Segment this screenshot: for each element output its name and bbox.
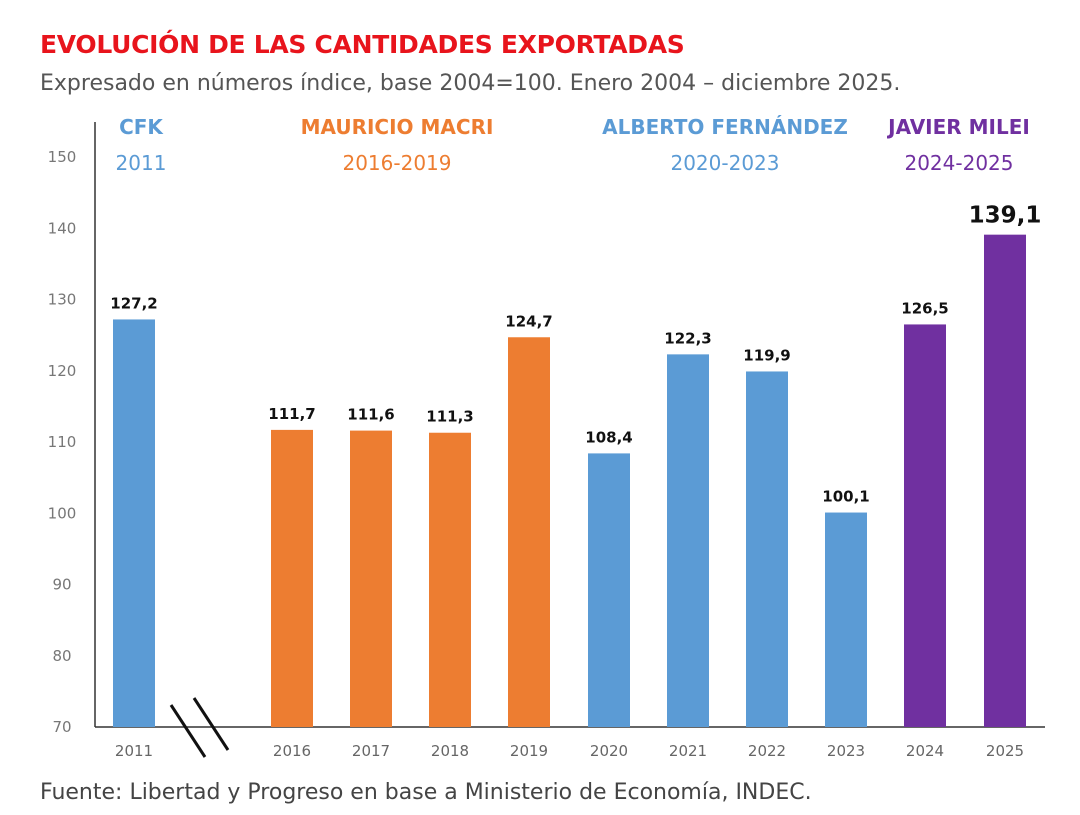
period-name: MAURICIO MACRI xyxy=(301,115,494,139)
y-tick-label: 150 xyxy=(48,148,77,166)
x-tick-label: 2018 xyxy=(431,742,469,760)
bar-2017 xyxy=(350,430,392,727)
data-label: 139,1 xyxy=(969,203,1042,229)
y-tick-label: 140 xyxy=(48,219,77,237)
period-range: 2020-2023 xyxy=(670,151,779,175)
bar-2025 xyxy=(984,234,1026,727)
data-label: 111,6 xyxy=(347,406,394,424)
x-tick-label: 2017 xyxy=(352,742,390,760)
x-tick-label: 2022 xyxy=(748,742,786,760)
data-label: 111,3 xyxy=(426,408,473,426)
axis-break-mark xyxy=(169,704,207,758)
data-label: 108,4 xyxy=(585,428,632,446)
y-tick-label: 80 xyxy=(52,647,71,665)
chart-title: EVOLUCIÓN DE LAS CANTIDADES EXPORTADAS xyxy=(40,30,685,59)
bar-2023 xyxy=(825,512,867,727)
x-tick-label: 2011 xyxy=(115,742,153,760)
x-tick-label: 2024 xyxy=(906,742,944,760)
period-range: 2016-2019 xyxy=(342,151,451,175)
y-tick-label: 120 xyxy=(48,362,77,380)
period-range: 2011 xyxy=(116,151,167,175)
data-label: 127,2 xyxy=(110,294,157,312)
chart-source: Fuente: Libertad y Progreso en base a Mi… xyxy=(40,780,812,805)
data-label: 100,1 xyxy=(822,488,869,506)
bar-2011 xyxy=(113,319,155,727)
data-label: 126,5 xyxy=(901,299,948,317)
bar-2022 xyxy=(746,371,788,727)
x-tick-label: 2019 xyxy=(510,742,548,760)
x-tick-label: 2023 xyxy=(827,742,865,760)
data-label: 111,7 xyxy=(268,405,315,423)
bar-2016 xyxy=(271,429,313,727)
y-tick-label: 130 xyxy=(48,291,77,309)
period-name: CFK xyxy=(119,115,164,139)
bar-2020 xyxy=(588,453,630,727)
axis-break-mark xyxy=(192,697,230,751)
bar-2021 xyxy=(667,354,709,727)
bar-2018 xyxy=(429,432,471,727)
chart-subtitle: Expresado en números índice, base 2004=1… xyxy=(40,71,901,96)
x-tick-label: 2016 xyxy=(273,742,311,760)
y-tick-label: 100 xyxy=(48,504,77,522)
data-label: 124,7 xyxy=(505,312,552,330)
y-tick-label: 90 xyxy=(52,576,71,594)
y-tick-label: 70 xyxy=(52,718,71,736)
x-tick-label: 2020 xyxy=(590,742,628,760)
x-tick-label: 2025 xyxy=(986,742,1024,760)
y-tick-label: 110 xyxy=(48,433,77,451)
data-label: 119,9 xyxy=(743,346,790,364)
period-name: JAVIER MILEI xyxy=(886,115,1030,139)
data-label: 122,3 xyxy=(664,329,711,347)
period-range: 2024-2025 xyxy=(904,151,1013,175)
period-name: ALBERTO FERNÁNDEZ xyxy=(602,115,848,139)
bar-2024 xyxy=(904,324,946,727)
bar-2019 xyxy=(508,337,550,727)
x-tick-label: 2021 xyxy=(669,742,707,760)
